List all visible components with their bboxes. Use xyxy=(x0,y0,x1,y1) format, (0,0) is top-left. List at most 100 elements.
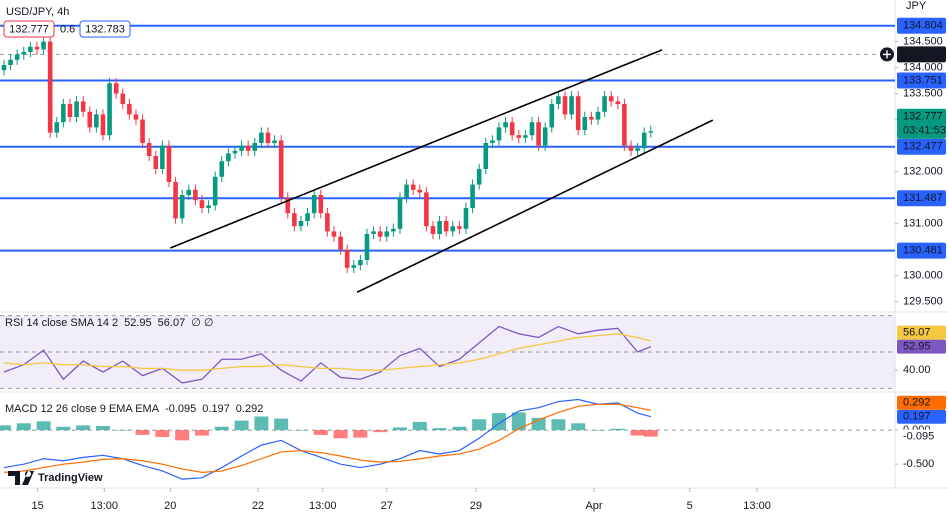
currency: JPY xyxy=(906,0,927,12)
y-tick-label: 133.500 xyxy=(903,88,943,100)
price-label-box xyxy=(897,429,946,444)
candle-body xyxy=(615,101,621,104)
candle-body xyxy=(569,96,574,115)
candle-body xyxy=(278,140,284,198)
candle-body xyxy=(67,104,73,117)
candle-body xyxy=(483,143,489,169)
candle-body xyxy=(74,101,79,117)
candle-body xyxy=(344,249,350,268)
ask-box[interactable] xyxy=(79,20,131,38)
candle-body xyxy=(8,59,13,65)
candle-body xyxy=(410,184,416,190)
histogram-bar xyxy=(115,430,130,431)
candle-body xyxy=(424,192,429,227)
y-tick-label: -0.500 xyxy=(903,458,934,470)
y-tick-label: 134.500 xyxy=(903,36,943,48)
bid-box[interactable] xyxy=(3,20,55,38)
candle-body xyxy=(1,65,7,71)
candle-body xyxy=(127,104,132,115)
candle-body xyxy=(305,213,310,221)
histogram-bar xyxy=(76,425,91,431)
candle-body xyxy=(100,114,106,136)
candle-body xyxy=(562,96,568,115)
candle-body xyxy=(391,228,396,232)
candle-body xyxy=(41,41,46,50)
logo-icon xyxy=(8,471,34,485)
histogram-bar xyxy=(610,428,625,431)
main-layer xyxy=(0,36,714,480)
candle-body xyxy=(450,226,456,232)
histogram-bar xyxy=(392,427,407,431)
candle-body xyxy=(265,132,271,143)
candle-body xyxy=(503,122,508,128)
price-label-box xyxy=(897,325,946,340)
price-label: 56.07 xyxy=(903,327,931,339)
candle-body xyxy=(358,260,363,266)
histogram-bar xyxy=(432,428,447,431)
candle-body xyxy=(331,231,337,237)
histogram-bar xyxy=(254,416,269,431)
histogram-bar xyxy=(353,430,368,438)
x-tick-label: 27 xyxy=(381,500,393,512)
histogram-bar xyxy=(274,418,289,431)
histogram-bar xyxy=(630,430,645,436)
legend-value: 0.197 xyxy=(202,403,230,415)
price-label: 134.804 xyxy=(903,20,943,32)
histogram-bar xyxy=(333,430,348,439)
symbol-title: USD/JPY, 4h xyxy=(6,6,69,18)
price-label-box xyxy=(897,409,946,424)
candle-body xyxy=(245,145,251,151)
crosshair-add-icon xyxy=(883,50,891,59)
trend-line xyxy=(169,49,663,249)
candle-body xyxy=(536,122,541,146)
candle-body xyxy=(364,234,370,260)
candle-body xyxy=(146,143,152,156)
price-label: -0.095 xyxy=(903,431,934,443)
y-tick-label: 134.000 xyxy=(903,62,943,74)
spread: 0.6 xyxy=(60,23,75,35)
histogram-bar xyxy=(452,426,467,431)
histogram-bar xyxy=(234,420,249,431)
indicator-line xyxy=(3,333,651,371)
candle-body xyxy=(80,101,86,112)
candle-body xyxy=(298,221,304,227)
price-label-box xyxy=(897,395,946,410)
x-tick-label: 22 xyxy=(252,500,264,512)
histogram-bar xyxy=(373,430,388,433)
price-label-box xyxy=(897,108,946,139)
candle-body xyxy=(186,189,192,195)
candle-body xyxy=(199,200,205,208)
histogram-bar xyxy=(36,421,51,431)
candle-body xyxy=(430,226,436,234)
candle-body xyxy=(523,135,528,138)
price-label: 52.95 xyxy=(903,341,931,353)
candle-body xyxy=(107,83,112,136)
candle-body xyxy=(206,205,211,208)
histogram-bar xyxy=(194,430,209,436)
histogram-bar xyxy=(643,430,658,437)
histogram-bar xyxy=(472,419,487,431)
x-tick-label: 13:00 xyxy=(309,500,337,512)
candle-body xyxy=(212,176,218,206)
histogram-bar xyxy=(0,425,11,431)
candle-body xyxy=(239,145,244,151)
histogram-bar xyxy=(16,423,31,431)
candle-body xyxy=(635,148,640,151)
candle-body xyxy=(490,140,495,143)
price-label: 131.487 xyxy=(903,192,943,204)
candle-body xyxy=(384,231,390,237)
candle-body xyxy=(318,195,324,214)
legend-suffix: ∅ ∅ xyxy=(191,317,213,329)
histogram-bar xyxy=(56,426,71,431)
candle-body xyxy=(21,52,27,55)
price-label: 0.292 xyxy=(903,397,931,409)
x-tick-label: 29 xyxy=(470,500,482,512)
candle-body xyxy=(61,104,66,123)
price-label-box xyxy=(897,190,946,207)
candle-body xyxy=(226,153,231,162)
candle-body xyxy=(338,236,343,250)
candle-body xyxy=(371,231,376,234)
candle-body xyxy=(232,150,238,154)
price-label-box xyxy=(897,17,946,34)
